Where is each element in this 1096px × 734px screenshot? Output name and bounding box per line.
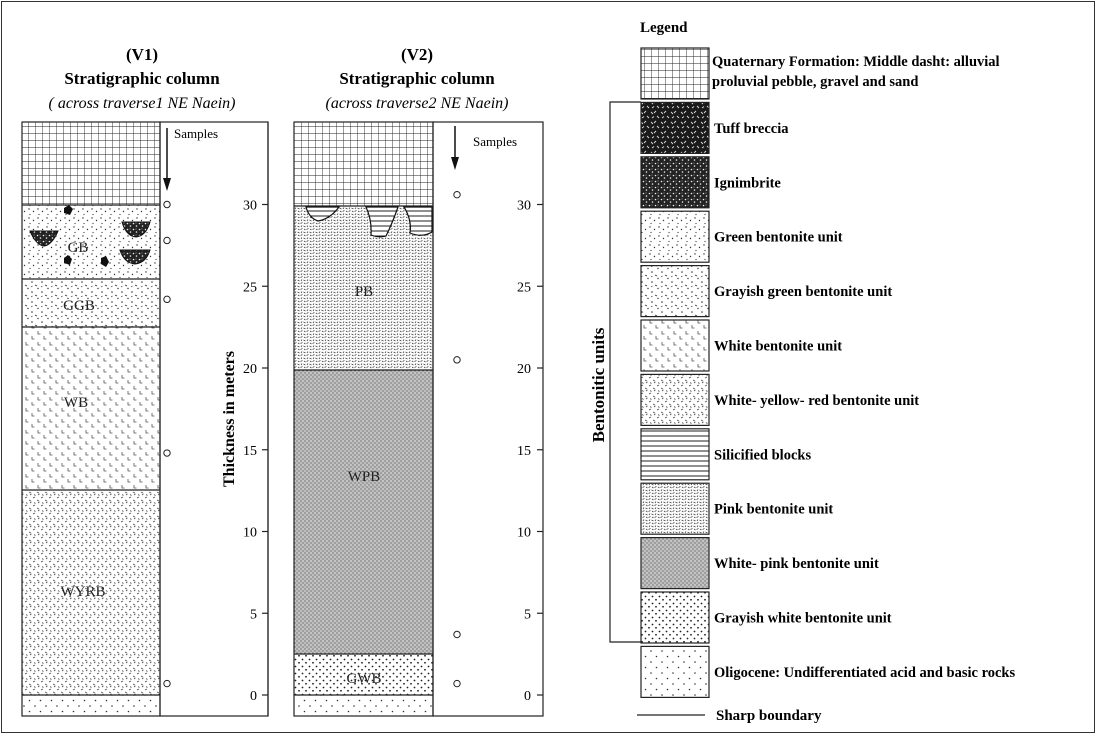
v1-sample-point xyxy=(163,295,171,304)
v1-label-wyrb: WYRB xyxy=(61,584,106,600)
v1-sample-points xyxy=(163,200,171,688)
v2-silicified-block xyxy=(305,206,341,222)
sharp-boundary-label: Sharp boundary xyxy=(716,708,822,724)
v2-sample-point xyxy=(453,679,461,688)
legend-label-green: Green bentonite unit xyxy=(714,230,843,246)
legend-swatch-green xyxy=(640,210,710,263)
v1-ignimbrite-lens xyxy=(29,230,59,247)
axis-tick-label: 0 xyxy=(250,689,257,704)
v2-title: Stratigraphic column xyxy=(339,69,495,88)
legend-label-oligocene: Oligocene: Undifferentiated acid and bas… xyxy=(714,665,1015,681)
v1-layer-quaternary xyxy=(22,122,160,205)
legend-swatch-grayish-white xyxy=(640,591,710,644)
axis-tick-label: 10 xyxy=(243,526,257,541)
v2-axis-tick-label: 25 xyxy=(517,280,531,295)
v1-label-gb: GB xyxy=(68,240,89,256)
legend-swatch-pink xyxy=(640,482,710,535)
v1-layer-wb xyxy=(22,327,160,490)
v2-silicified-block xyxy=(365,206,399,238)
v2-layer-wpb xyxy=(294,370,433,654)
v2-column: (V2) Stratigraphic column (across traver… xyxy=(293,45,544,717)
v1-tuff-clast xyxy=(64,255,72,265)
v2-label-gwb: GWB xyxy=(347,671,382,687)
v1-tuff-clast xyxy=(101,256,109,267)
v2-sample-point xyxy=(453,190,461,199)
v1-sample-point xyxy=(163,679,171,688)
v2-samples-label: Samples xyxy=(473,134,517,149)
legend-label-tuff: Tuff breccia xyxy=(714,121,789,137)
legend-label-ignimbrite: Ignimbrite xyxy=(714,175,781,191)
v2-layer-quaternary xyxy=(294,122,433,206)
v2-axis-tick-label: 5 xyxy=(524,607,531,622)
v1-samples-label: Samples xyxy=(174,126,218,141)
v2-sample-point xyxy=(453,630,461,639)
v2-axis-tick-label: 30 xyxy=(517,199,531,214)
legend-label-pink: Pink bentonite unit xyxy=(714,502,833,518)
bentonitic-bracket xyxy=(609,101,641,643)
axis-label: Thickness in meters xyxy=(221,351,238,487)
v1-samples-arrowhead xyxy=(163,178,171,191)
legend-label-quaternary: Quaternary Formation: Middle dasht: allu… xyxy=(712,54,1000,70)
v2-silicified-block xyxy=(402,206,433,236)
v2-samples-strip xyxy=(432,121,544,717)
legend-label-grayish-white: Grayish white bentonite unit xyxy=(714,611,892,627)
v2-samples-arrowhead xyxy=(451,157,459,170)
legend: Legend Quaternary Formation: Middle dash… xyxy=(589,20,1015,724)
v2-subtitle: (across traverse2 NE Naein) xyxy=(326,95,509,112)
v2-axis-tick-label: 10 xyxy=(517,526,531,541)
v1-layer-oligocene xyxy=(22,695,160,716)
legend-label-white: White bentonite unit xyxy=(714,339,842,355)
v1-sample-point xyxy=(163,236,171,245)
v2-axis-tick-label: 0 xyxy=(524,689,531,704)
v1-ignimbrite-lens xyxy=(119,249,151,265)
v1-layer-wyrb xyxy=(22,490,160,695)
v1-label-wb: WB xyxy=(64,395,88,411)
legend-title: Legend xyxy=(640,20,688,36)
v2-heading: (V2) xyxy=(401,45,433,64)
axis-tick-label: 30 xyxy=(243,199,257,214)
v1-sample-point xyxy=(163,449,171,457)
axis-tick-label: 20 xyxy=(243,362,257,377)
v1-sample-point xyxy=(163,200,171,209)
legend-label-wyr: White- yellow- red bentonite unit xyxy=(714,393,919,409)
v1-column: (V1) Stratigraphic column ( across trave… xyxy=(21,45,269,717)
legend-swatch-silicified xyxy=(640,428,710,481)
legend-label-silicified: Silicified blocks xyxy=(714,447,811,463)
v2-layer-oligocene xyxy=(294,695,433,716)
legend-swatch-white-pink xyxy=(640,536,710,590)
axis-tick-label: 5 xyxy=(250,607,257,622)
v1-tuff-clast xyxy=(64,205,73,215)
v2-sample-points xyxy=(453,190,461,688)
v2-sample-point xyxy=(453,356,461,364)
v1-layer-ggb xyxy=(22,279,160,327)
v1-ignimbrite-lens xyxy=(121,221,151,238)
v2-label-pb: PB xyxy=(355,284,373,300)
v1-label-ggb: GGB xyxy=(63,298,95,314)
legend-swatch-wyr xyxy=(640,373,710,426)
legend-swatch-ignimbrite xyxy=(640,156,710,209)
v2-layer-gwb xyxy=(294,654,433,695)
legend-label-quaternary-line2: proluvial pebble, gravel and sand xyxy=(712,74,918,90)
legend-label-white-pink: White- pink bentonite unit xyxy=(714,556,879,572)
v2-axis-tick-label: 15 xyxy=(517,444,531,459)
legend-swatch-quaternary xyxy=(640,47,710,100)
v2-label-wpb: WPB xyxy=(348,469,381,485)
thickness-axis: 0 5 10 15 20 25 30 Thickness in meters xyxy=(221,122,269,716)
legend-swatch-grayish-green xyxy=(640,265,710,318)
bentonitic-units-label: Bentonitic units xyxy=(589,327,608,442)
legend-swatch-tuff xyxy=(640,101,710,155)
v1-heading: (V1) xyxy=(126,45,158,64)
v1-title: Stratigraphic column xyxy=(64,69,220,88)
axis-tick-label: 25 xyxy=(243,280,257,295)
legend-label-grayish-green: Grayish green bentonite unit xyxy=(714,284,892,300)
legend-swatch-white xyxy=(640,319,710,372)
axis-tick-label: 15 xyxy=(243,444,257,459)
legend-swatch-oligocene xyxy=(640,645,710,699)
v1-subtitle: ( across traverse1 NE Naein) xyxy=(49,95,236,112)
v2-axis-tick-label: 20 xyxy=(517,362,531,377)
